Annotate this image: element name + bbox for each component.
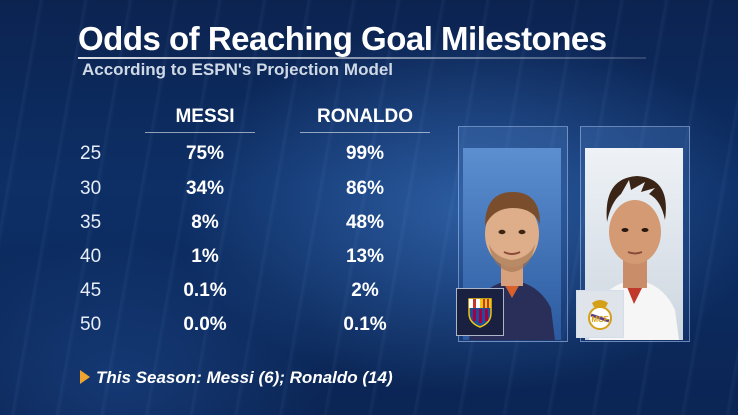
ronaldo-odds-cell: 48% bbox=[345, 212, 385, 233]
season-goals-text: This Season: Messi (6); Ronaldo (14) bbox=[96, 368, 393, 387]
column-header-messi: MESSI bbox=[175, 106, 235, 127]
column-header-ronaldo: RONALDO bbox=[316, 106, 414, 127]
header-underline-ronaldo bbox=[300, 132, 430, 133]
graphic-title: Odds of Reaching Goal Milestones bbox=[78, 20, 607, 57]
header-underline-messi bbox=[145, 132, 255, 133]
play-arrow-icon bbox=[80, 370, 90, 384]
messi-odds-cell: 1% bbox=[191, 246, 219, 267]
ronaldo-odds-cell: 13% bbox=[345, 246, 385, 267]
messi-odds-cell: 34% bbox=[185, 178, 225, 199]
messi-odds-cell: 0.1% bbox=[183, 280, 227, 301]
messi-odds-cell: 75% bbox=[185, 143, 225, 164]
milestone-label: 30 bbox=[80, 178, 102, 199]
messi-photo bbox=[463, 148, 561, 340]
milestone-label: 40 bbox=[80, 246, 102, 267]
ronaldo-odds-cell: 2% bbox=[351, 280, 379, 301]
ronaldo-odds-cell: 86% bbox=[345, 178, 385, 199]
milestone-label: 45 bbox=[80, 280, 102, 301]
milestone-label: 25 bbox=[80, 143, 102, 164]
ronaldo-odds-cell: 99% bbox=[345, 143, 385, 164]
ronaldo-odds-cell: 0.1% bbox=[343, 314, 387, 335]
messi-odds-cell: 8% bbox=[191, 212, 219, 233]
graphic-subtitle: According to ESPN's Projection Model bbox=[82, 60, 394, 79]
title-rule bbox=[78, 57, 646, 59]
messi-odds-cell: 0.0% bbox=[183, 314, 227, 335]
barcelona-crest-badge bbox=[456, 288, 504, 336]
milestone-label: 35 bbox=[80, 212, 102, 233]
season-goals-note: This Season: Messi (6); Ronaldo (14) bbox=[80, 368, 393, 388]
real-madrid-crest-badge: MCF bbox=[576, 290, 624, 338]
svg-text:MCF: MCF bbox=[591, 315, 608, 324]
milestone-label: 50 bbox=[80, 314, 102, 335]
